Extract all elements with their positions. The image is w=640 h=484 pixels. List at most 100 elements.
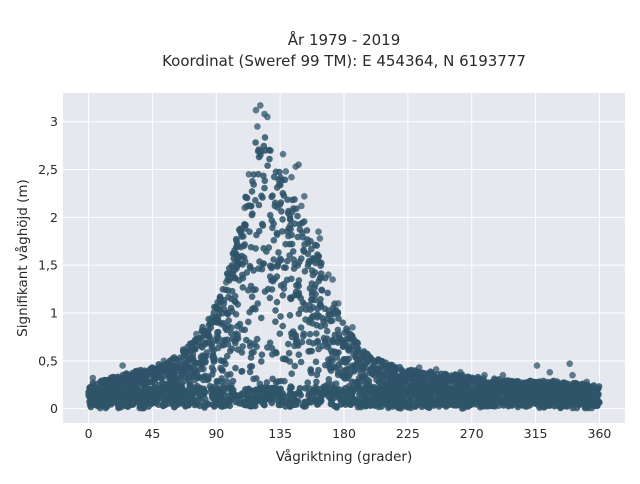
data-point (232, 311, 240, 318)
data-point (325, 271, 332, 279)
data-point (439, 392, 447, 400)
data-point (277, 174, 284, 181)
data-point (151, 384, 158, 392)
data-point (224, 287, 232, 294)
data-point (307, 258, 315, 265)
data-point (268, 344, 276, 352)
data-point (275, 181, 283, 188)
data-point (176, 386, 184, 394)
data-point (228, 324, 235, 331)
data-point (193, 369, 201, 377)
data-point (295, 161, 302, 168)
data-point (454, 388, 462, 395)
data-point (417, 397, 425, 404)
data-point (336, 386, 343, 393)
x-tick-label: 135 (268, 426, 292, 441)
data-point (235, 399, 243, 407)
data-point (232, 330, 240, 338)
data-point (353, 348, 361, 355)
data-point (315, 228, 322, 235)
data-point (279, 292, 287, 299)
data-point (487, 402, 495, 410)
data-point (400, 386, 408, 394)
data-point (261, 184, 268, 192)
data-point (347, 333, 355, 341)
y-tick-label: 0,5 (38, 353, 58, 368)
data-point (255, 227, 263, 235)
data-point (247, 202, 255, 210)
data-point (279, 216, 286, 223)
data-point (250, 348, 257, 356)
data-point (288, 384, 295, 391)
data-point (258, 314, 265, 322)
data-point (308, 280, 316, 287)
data-point (317, 300, 324, 308)
data-point (219, 357, 226, 365)
data-point (252, 197, 259, 204)
data-point (499, 371, 507, 379)
data-point (563, 403, 571, 410)
data-point (266, 211, 274, 219)
data-point (317, 296, 324, 303)
data-point (388, 385, 396, 393)
data-point (301, 193, 308, 200)
data-point (277, 199, 285, 206)
data-point (279, 322, 287, 330)
data-point (193, 400, 201, 408)
data-point (232, 250, 240, 257)
data-point (178, 357, 185, 364)
data-point (204, 401, 212, 408)
data-point (554, 399, 562, 406)
data-point (337, 335, 344, 343)
data-point (258, 358, 265, 365)
data-point (231, 298, 239, 305)
data-point (333, 403, 340, 410)
data-point (273, 229, 281, 237)
data-point (297, 324, 305, 331)
data-point (273, 298, 281, 306)
data-point (146, 390, 153, 397)
data-point (192, 360, 200, 367)
data-point (494, 392, 501, 400)
data-point (119, 362, 126, 369)
data-point (248, 211, 256, 219)
data-point (255, 265, 262, 272)
data-point (347, 389, 355, 396)
data-point (208, 364, 216, 371)
data-point (286, 312, 294, 319)
data-point (342, 366, 349, 374)
data-point (291, 196, 298, 203)
data-point (589, 383, 597, 391)
data-point (480, 384, 488, 392)
data-point (269, 192, 276, 199)
data-point (106, 379, 113, 386)
data-point (219, 286, 227, 293)
y-tick-labels: 0 0,5 1 1,5 2 2,5 3 (38, 114, 58, 416)
data-point (256, 384, 264, 392)
data-point (291, 342, 298, 350)
data-point (219, 367, 226, 374)
data-point (246, 228, 253, 235)
data-point (343, 325, 350, 332)
data-point (234, 322, 241, 330)
data-point (583, 378, 590, 386)
data-point (313, 330, 320, 337)
data-point (546, 369, 554, 376)
data-point (270, 385, 278, 393)
data-point (223, 352, 231, 360)
data-point (223, 378, 231, 385)
data-point (225, 317, 232, 324)
data-point (268, 399, 276, 407)
data-point (270, 220, 277, 227)
data-point (467, 401, 475, 409)
data-point (481, 371, 488, 379)
data-point (229, 377, 237, 385)
data-point (583, 384, 590, 392)
data-point (294, 233, 302, 241)
data-point (399, 401, 407, 408)
data-point (316, 258, 323, 266)
data-point (260, 172, 267, 180)
data-point (250, 304, 258, 312)
data-point (117, 401, 125, 409)
